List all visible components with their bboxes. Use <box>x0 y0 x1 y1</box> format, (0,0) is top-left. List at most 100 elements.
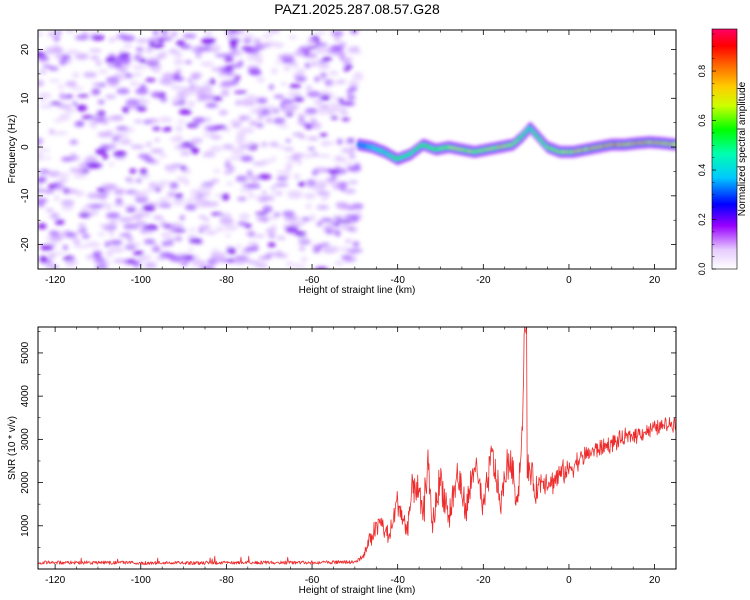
noise-blob <box>58 178 69 183</box>
noise-blob <box>112 202 126 208</box>
noise-blob <box>247 94 255 99</box>
noise-blob <box>271 68 278 75</box>
noise-blob <box>275 145 286 149</box>
noise-blob <box>307 136 319 141</box>
noise-blob <box>320 217 333 223</box>
noise-blob <box>38 152 44 157</box>
noise-blob <box>347 248 363 253</box>
noise-blob <box>236 30 245 35</box>
noise-blob <box>226 181 234 186</box>
noise-blob <box>348 80 360 88</box>
y-tick-label: -10 <box>20 188 31 203</box>
noise-blob <box>86 162 101 169</box>
noise-blob <box>158 153 168 158</box>
noise-blob <box>341 148 355 153</box>
noise-blob <box>312 244 325 249</box>
noise-blob <box>311 152 319 157</box>
noise-blob <box>115 197 123 205</box>
noise-blob <box>298 116 305 121</box>
noise-blob <box>348 180 359 184</box>
noise-blob <box>139 58 147 64</box>
noise-blob <box>38 70 47 74</box>
colorbar-tick-label: 0.8 <box>697 65 707 78</box>
noise-blob <box>57 84 65 89</box>
noise-blob <box>98 223 114 228</box>
snr-plot-area <box>38 327 676 569</box>
noise-blob <box>80 207 88 214</box>
noise-blob <box>332 96 340 100</box>
noise-blob <box>256 123 264 128</box>
x-tick-label: -80 <box>219 575 234 586</box>
noise-blob <box>274 183 289 187</box>
noise-blob <box>101 183 117 189</box>
x-tick-label: 20 <box>649 575 661 586</box>
x-tick-label: -120 <box>45 575 65 586</box>
noise-blob <box>344 214 358 219</box>
noise-blob <box>311 61 317 67</box>
noise-blob <box>172 229 187 233</box>
noise-blob <box>224 57 234 62</box>
noise-blob <box>48 66 59 71</box>
noise-blob <box>144 158 156 163</box>
noise-blob <box>38 183 43 188</box>
noise-blob <box>81 115 95 120</box>
noise-blob <box>316 221 323 227</box>
noise-blob <box>198 215 206 219</box>
noise-blob <box>309 214 316 222</box>
noise-blob <box>95 263 109 269</box>
noise-blob <box>341 117 350 121</box>
noise-blob <box>214 226 225 232</box>
noise-blob <box>219 217 234 225</box>
noise-blob <box>137 208 143 214</box>
noise-blob <box>252 181 259 186</box>
noise-blob <box>203 217 210 222</box>
noise-blob <box>66 49 80 55</box>
noise-blob <box>92 82 101 87</box>
noise-blob <box>238 213 251 220</box>
noise-blob <box>303 153 313 159</box>
noise-blob <box>262 34 272 39</box>
noise-blob <box>152 244 160 248</box>
noise-blob <box>247 65 260 71</box>
noise-blob <box>146 57 160 64</box>
noise-blob <box>143 119 152 125</box>
y-tick-label: 2000 <box>20 471 31 494</box>
noise-blob <box>97 131 113 138</box>
noise-blob <box>185 199 193 203</box>
noise-blob <box>288 35 297 40</box>
noise-blob <box>187 100 195 108</box>
noise-blob <box>117 66 128 73</box>
noise-blob <box>256 58 264 65</box>
spectrogram-x-axis-label: Height of straight line (km) <box>299 285 416 296</box>
noise-blob <box>288 229 296 234</box>
x-tick-label: -20 <box>476 275 491 286</box>
noise-blob <box>62 244 68 251</box>
noise-blob <box>306 182 315 188</box>
noise-blob <box>125 208 137 212</box>
x-tick-label: -80 <box>219 275 234 286</box>
noise-blob <box>121 63 131 67</box>
noise-blob <box>257 174 272 180</box>
noise-blob <box>275 60 283 64</box>
noise-blob <box>340 111 349 115</box>
noise-blob <box>321 141 336 145</box>
colorbar-tick-label: 0.0 <box>697 263 707 276</box>
noise-blob <box>51 251 65 255</box>
noise-blob <box>58 113 71 121</box>
noise-blob <box>116 126 128 131</box>
noise-blob <box>172 86 181 90</box>
noise-blob <box>256 216 268 222</box>
noise-blob <box>243 33 255 39</box>
noise-blob <box>342 101 356 106</box>
noise-blob <box>285 261 294 266</box>
noise-blob <box>341 107 348 113</box>
noise-blob <box>257 115 263 121</box>
noise-blob <box>317 154 331 158</box>
noise-blob <box>194 200 208 208</box>
noise-blob <box>74 121 85 127</box>
noise-blob <box>188 248 194 252</box>
noise-blob <box>86 192 101 199</box>
noise-blob <box>59 95 73 99</box>
noise-blob <box>291 264 307 268</box>
noise-blob <box>48 79 61 83</box>
